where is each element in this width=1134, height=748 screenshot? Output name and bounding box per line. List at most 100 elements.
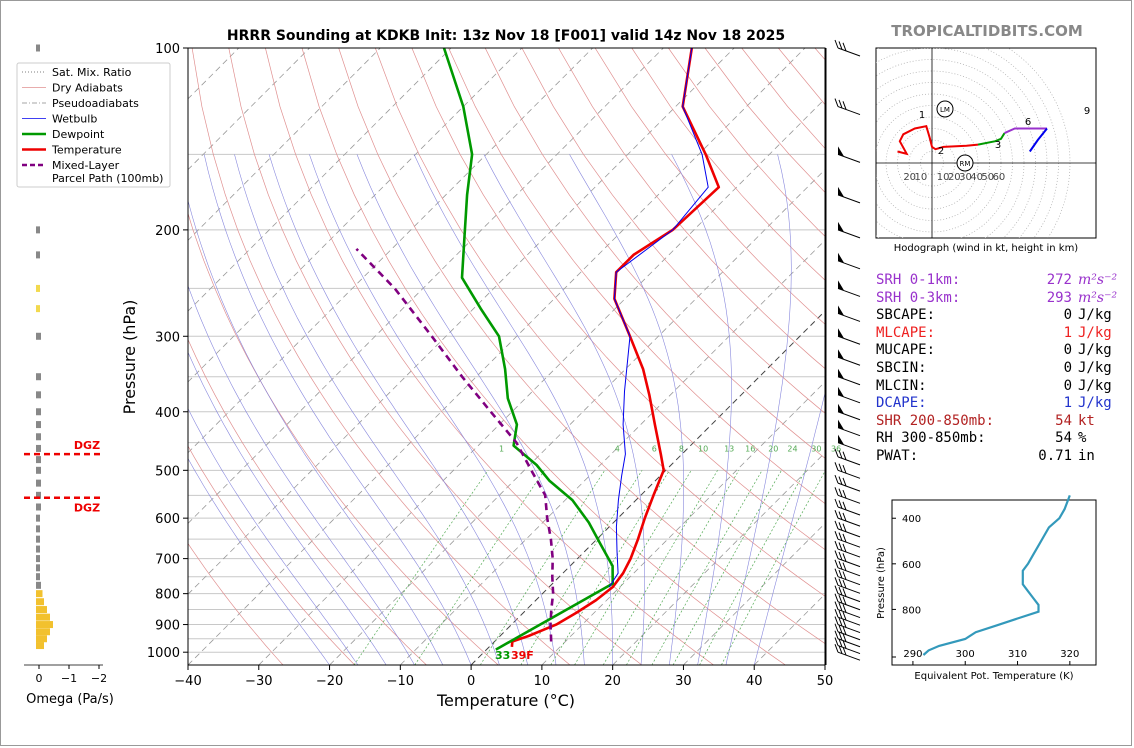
barb-feather	[834, 577, 839, 586]
skewt-profiles	[355, 48, 721, 651]
stat-label: MUCAPE:	[876, 342, 936, 359]
isotherm-line	[329, 169, 825, 665]
barb-feather	[838, 610, 843, 619]
stat-value: 0	[1063, 359, 1072, 376]
moist-adiabat	[268, 154, 528, 665]
moist-adiabat	[234, 154, 500, 665]
legend-label: Temperature	[51, 144, 122, 157]
barb-staff	[837, 469, 861, 479]
omega-bar	[36, 642, 44, 650]
y-tick-label: 500	[155, 464, 180, 479]
series-wetbulb	[608, 48, 709, 588]
barb-staff	[837, 528, 861, 538]
x-tick-label: −40	[174, 674, 201, 689]
x-tick-label: 30	[675, 674, 692, 689]
omega-bar	[36, 391, 41, 399]
hodograph-ring-label: 40	[970, 172, 983, 183]
wind-barb	[834, 487, 861, 504]
stat-value: 1	[1063, 395, 1072, 412]
omega-bar	[36, 373, 41, 381]
isotherm-line	[188, 48, 806, 665]
stat-unit: J/kg	[1078, 377, 1112, 394]
barb-feather	[842, 543, 847, 553]
wind-barb	[834, 550, 861, 568]
barb-feather	[834, 637, 839, 646]
x-tick-label: 20	[604, 674, 621, 689]
barb-staff	[837, 494, 861, 504]
dry-adiabat	[594, 48, 825, 325]
omega-bar	[36, 491, 41, 499]
barb-feather	[838, 488, 843, 497]
barb-feather	[838, 631, 843, 641]
theta-e-xlabel: Equivalent Pot. Temperature (K)	[914, 671, 1073, 682]
mix-ratio-line	[353, 470, 489, 665]
moist-adiabat	[188, 199, 444, 665]
omega-xlabel: Omega (Pa/s)	[26, 692, 114, 707]
omega-bar	[36, 621, 53, 629]
omega-bar	[36, 564, 40, 572]
stat-unit: m²s⁻²	[1078, 272, 1118, 288]
wind-barb	[837, 386, 861, 404]
mix-ratio-label: 6	[652, 444, 657, 453]
stat-value: 54	[1055, 412, 1072, 429]
wind-barb	[837, 305, 861, 322]
legend-label: Wetbulb	[52, 113, 97, 126]
dry-adiabat	[188, 338, 427, 665]
barb-feather	[834, 520, 839, 530]
wind-barb	[834, 616, 861, 634]
storm-motion-label: RM	[960, 160, 971, 168]
theta-e-y-tick-label: 600	[902, 560, 921, 571]
barb-feather	[838, 463, 843, 472]
wind-barb	[834, 608, 861, 626]
stat-unit: J/kg	[1078, 307, 1112, 324]
omega-bar	[36, 581, 41, 589]
barb-flag	[838, 280, 844, 291]
stat-row: MUCAPE: 0 J/kg	[876, 342, 1117, 360]
hodograph-height-label: 9	[1084, 106, 1090, 117]
barb-feather	[842, 553, 847, 562]
theta-e-ylabel: Pressure (hPa)	[876, 547, 887, 619]
series-dewpoint	[442, 48, 614, 651]
stat-label: RH 300-850mb:	[876, 430, 986, 447]
skewt-ylabel: Pressure (hPa)	[120, 300, 139, 415]
barb-feather	[838, 602, 843, 612]
omega-bar	[36, 545, 40, 553]
barb-staff	[837, 517, 861, 527]
y-tick-label: 300	[155, 330, 180, 345]
moist-adiabat	[188, 407, 359, 665]
mix-ratio-label: 8	[679, 444, 684, 453]
hodograph-trace	[1004, 127, 1047, 135]
wind-barb	[834, 474, 861, 492]
barb-flag	[838, 419, 844, 430]
dry-adiabat	[265, 48, 714, 665]
wind-barb	[834, 39, 861, 57]
barb-feather	[842, 501, 847, 510]
omega-bar	[36, 555, 40, 563]
mix-ratio-label: 30	[811, 444, 821, 453]
isotherm-line	[612, 452, 825, 665]
surface-dew-label: 33	[495, 649, 510, 662]
barb-feather	[842, 42, 847, 51]
barb-feather	[842, 604, 847, 613]
wind-barb	[834, 509, 861, 527]
barb-staff	[837, 312, 861, 322]
moist-adiabat	[483, 154, 645, 665]
barb-flag	[838, 186, 844, 197]
dgz-label: DGZ	[74, 439, 100, 452]
wind-barb	[837, 221, 861, 239]
barb-flag	[838, 252, 844, 263]
wind-barb	[834, 601, 861, 619]
omega-bar	[36, 251, 40, 259]
dry-adiabat	[188, 445, 355, 665]
barb-staff	[837, 394, 861, 404]
omega-bar	[36, 44, 40, 52]
barb-feather	[838, 617, 843, 627]
x-tick-label: 40	[746, 674, 763, 689]
stat-row: PWAT: 0.71 in	[876, 448, 1117, 466]
dgz-label: DGZ	[74, 502, 100, 515]
omega-bar	[36, 628, 50, 636]
barb-feather	[842, 489, 847, 499]
mix-ratio-line	[626, 470, 740, 665]
stat-row: SBCAPE: 0 J/kg	[876, 307, 1117, 325]
